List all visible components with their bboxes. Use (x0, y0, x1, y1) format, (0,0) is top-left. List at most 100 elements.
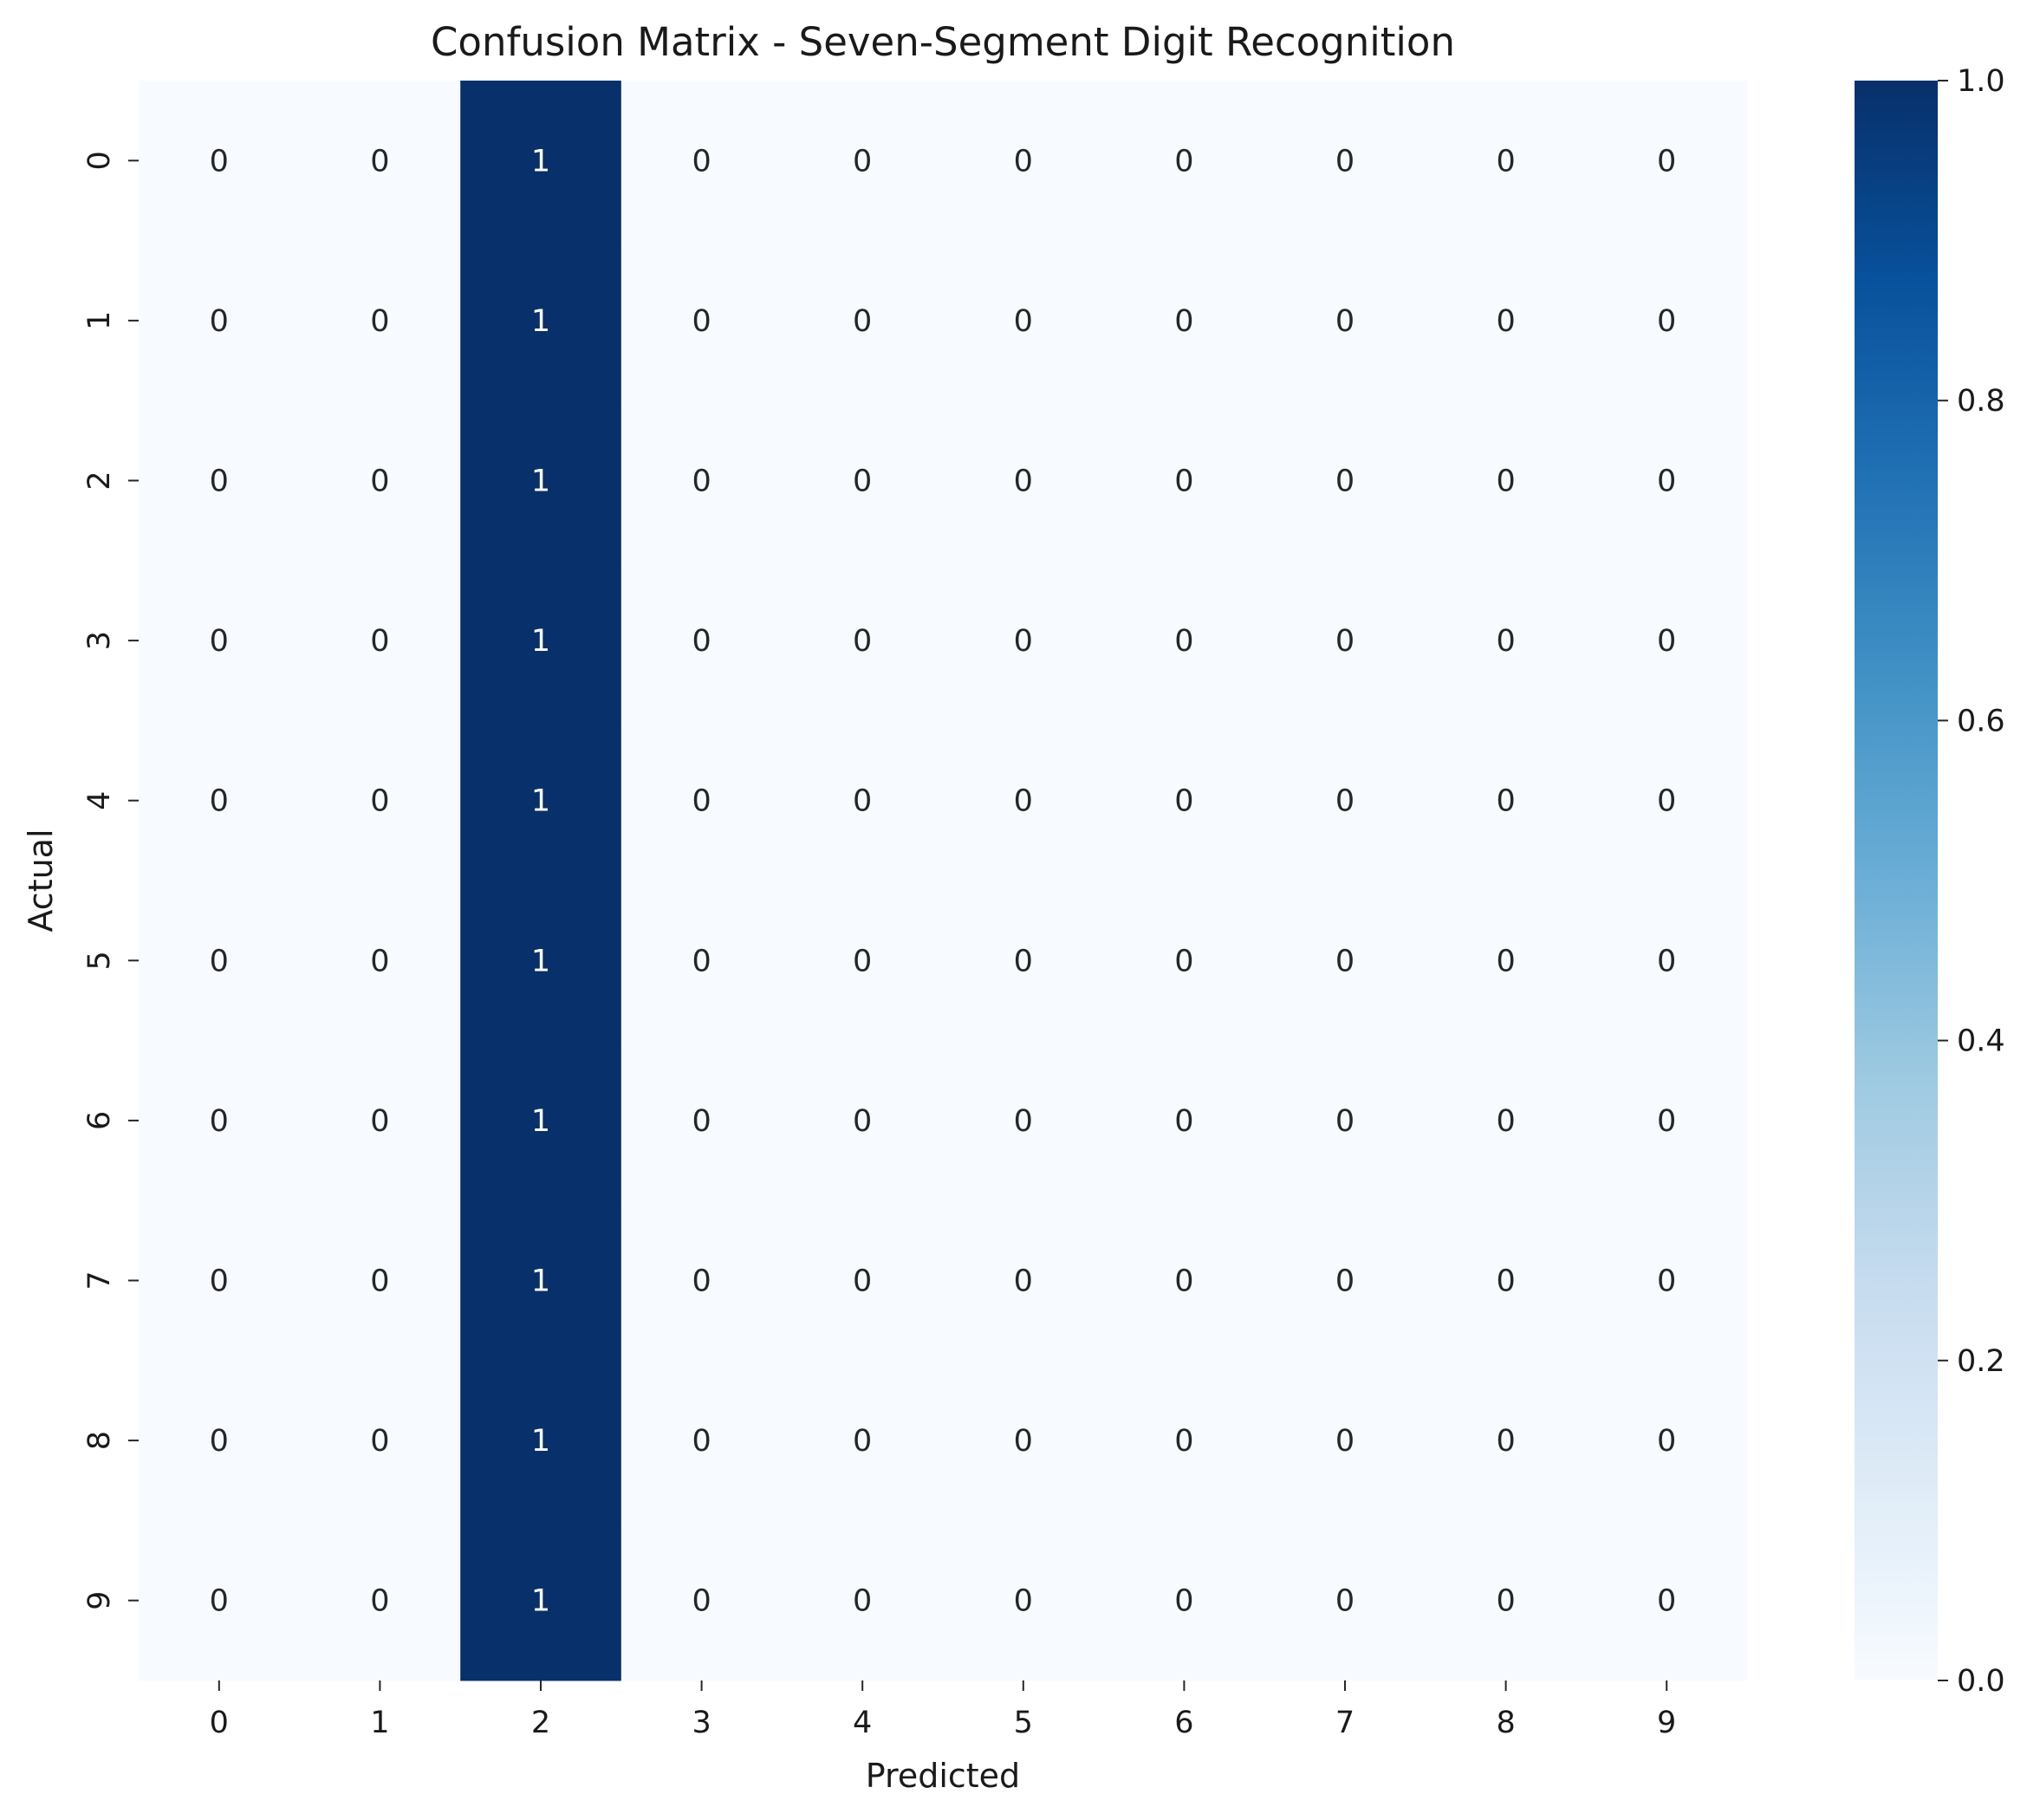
heatmap-cell (620, 1360, 783, 1521)
y-tick-label: 7 (82, 1271, 117, 1290)
heatmap-cell (1264, 720, 1426, 881)
cell-value-label: 0 (853, 304, 872, 339)
cell-value-label: 0 (370, 304, 389, 339)
cell-value-label: 0 (1174, 1424, 1193, 1459)
heatmap-cell (460, 400, 622, 562)
heatmap-cell (620, 81, 783, 242)
heatmap-cell (782, 81, 944, 242)
heatmap-cell (943, 1040, 1105, 1201)
heatmap-cell (1264, 1520, 1426, 1681)
heatmap-cell (782, 720, 944, 881)
cell-value-label: 0 (1174, 784, 1193, 819)
x-axis-ticks: 0 1 2 3 4 5 6 7 8 9 (210, 1680, 1676, 1740)
heatmap-cell (299, 1360, 461, 1521)
cell-value-label: 0 (853, 144, 872, 179)
colorbar-tick-label: 0.0 (1957, 1664, 2005, 1699)
heatmap-cell (1264, 1360, 1426, 1521)
y-tick-label: 5 (82, 951, 117, 970)
heatmap-cell (299, 1200, 461, 1362)
cell-value-label: 0 (853, 465, 872, 499)
x-tick-label: 4 (853, 1706, 872, 1740)
cell-value-label: 0 (1174, 465, 1193, 499)
cell-value-label: 0 (210, 944, 229, 978)
heatmap-cell (460, 1360, 622, 1521)
cell-value-label: 0 (1014, 465, 1033, 499)
cell-value-label: 0 (1496, 1264, 1515, 1299)
cell-value-label: 0 (853, 1424, 872, 1459)
heatmap-cell (1586, 560, 1748, 721)
heatmap-cell (1103, 1520, 1265, 1681)
heatmap-cell (460, 1200, 622, 1362)
cell-value-label: 0 (1335, 304, 1355, 339)
heatmap-cell (139, 1040, 301, 1201)
colorbar (1855, 81, 1938, 1680)
cell-annotations: 0 0 1 0 0 0 0 0 0 0 0 0 1 0 0 0 0 0 0 0 0 0 1 0 0 0 0 0 0 0 0 0 1 0 0 0 0 0 0 0… (210, 144, 1677, 1618)
heatmap-cell (620, 1040, 783, 1201)
heatmap-cell (1103, 1040, 1265, 1201)
heatmap-cell (299, 560, 461, 721)
cell-value-label: 0 (692, 465, 711, 499)
cell-value-label: 0 (1174, 304, 1193, 339)
heatmap-cell (782, 1360, 944, 1521)
heatmap-cell (1103, 881, 1265, 1042)
heatmap-cell (782, 1040, 944, 1201)
cell-value-label: 0 (1014, 1424, 1033, 1459)
y-tick-label: 4 (82, 791, 117, 810)
heatmap-cell (139, 720, 301, 881)
chart-title: Confusion Matrix - Seven-Segment Digit R… (431, 19, 1455, 65)
cell-value-label: 0 (1657, 1424, 1676, 1459)
cell-value-label: 0 (692, 944, 711, 978)
cell-value-label: 1 (531, 944, 550, 978)
cell-value-label: 0 (692, 624, 711, 659)
heatmap-cell (620, 400, 783, 562)
heatmap-cells (139, 81, 1748, 1681)
heatmap-cell (943, 720, 1105, 881)
heatmap-cell (1103, 400, 1265, 562)
cell-value-label: 0 (210, 624, 229, 659)
cell-value-label: 0 (1174, 944, 1193, 978)
heatmap-cell (1586, 1200, 1748, 1362)
cell-value-label: 0 (692, 784, 711, 819)
heatmap-cell (1586, 720, 1748, 881)
heatmap-cell (1586, 1360, 1748, 1521)
cell-value-label: 0 (1335, 944, 1355, 978)
heatmap-cell (139, 400, 301, 562)
cell-value-label: 0 (370, 624, 389, 659)
cell-value-label: 0 (210, 1584, 229, 1619)
x-tick-label: 2 (531, 1706, 550, 1740)
heatmap-cell (299, 81, 461, 242)
x-tick-label: 9 (1657, 1706, 1676, 1740)
heatmap-cell (1264, 560, 1426, 721)
cell-value-label: 0 (1657, 1264, 1676, 1299)
heatmap-cell (460, 720, 622, 881)
heatmap-cell (1264, 1200, 1426, 1362)
cell-value-label: 0 (1657, 304, 1676, 339)
cell-value-label: 0 (692, 1584, 711, 1619)
heatmap-cell (139, 560, 301, 721)
cell-value-label: 0 (1496, 944, 1515, 978)
heatmap-cell (460, 81, 622, 242)
heatmap-cell (943, 1360, 1105, 1521)
cell-value-label: 0 (853, 944, 872, 978)
heatmap-cell (782, 881, 944, 1042)
cell-value-label: 0 (1657, 624, 1676, 659)
cell-value-label: 1 (531, 1264, 550, 1299)
colorbar-ticks: 0.0 0.2 0.4 0.6 0.8 1.0 (1938, 64, 2005, 1699)
y-axis-ticks: 0 1 2 3 4 5 6 7 8 9 (82, 151, 139, 1610)
heatmap-cell (1103, 720, 1265, 881)
heatmap-cell (782, 400, 944, 562)
cell-value-label: 0 (1496, 1104, 1515, 1139)
heatmap-cell (299, 240, 461, 401)
heatmap-cell (139, 1520, 301, 1681)
cell-value-label: 0 (1014, 144, 1033, 179)
cell-value-label: 0 (853, 624, 872, 659)
heatmap-cell (1264, 400, 1426, 562)
heatmap-cell (943, 881, 1105, 1042)
y-tick-label: 8 (82, 1431, 117, 1450)
cell-value-label: 0 (1014, 784, 1033, 819)
cell-value-label: 0 (1014, 1264, 1033, 1299)
cell-value-label: 0 (692, 1264, 711, 1299)
y-tick-label: 0 (82, 151, 117, 170)
cell-value-label: 0 (1335, 624, 1355, 659)
